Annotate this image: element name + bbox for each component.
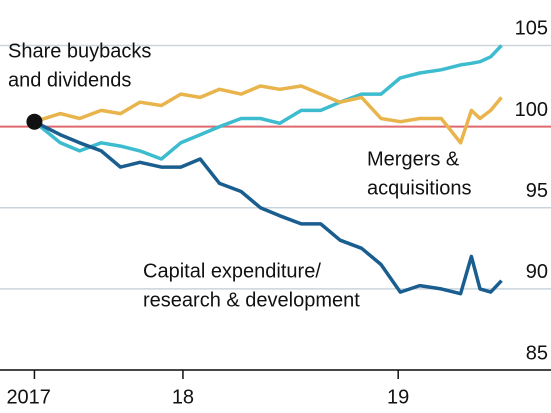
x-tick-label: 2017 <box>6 386 51 408</box>
y-tick-label: 105 <box>515 18 548 40</box>
series-label: Share buybacks <box>8 40 151 62</box>
series-label: acquisitions <box>367 177 472 199</box>
y-tick-label: 100 <box>515 99 548 121</box>
series-label: Capital expenditure/ <box>143 260 321 282</box>
x-tick-label: 19 <box>387 386 409 408</box>
y-tick-label: 85 <box>526 342 548 364</box>
start-dot <box>26 113 43 130</box>
series-line <box>33 84 503 145</box>
x-tick-label: 18 <box>172 386 194 408</box>
y-tick-label: 95 <box>526 180 548 202</box>
series-line <box>33 120 503 296</box>
series-label: Mergers & <box>367 148 460 170</box>
series-label: and dividends <box>8 69 131 91</box>
series-line <box>33 44 503 161</box>
y-tick-label: 90 <box>526 261 548 283</box>
series-label: research & development <box>143 289 360 311</box>
